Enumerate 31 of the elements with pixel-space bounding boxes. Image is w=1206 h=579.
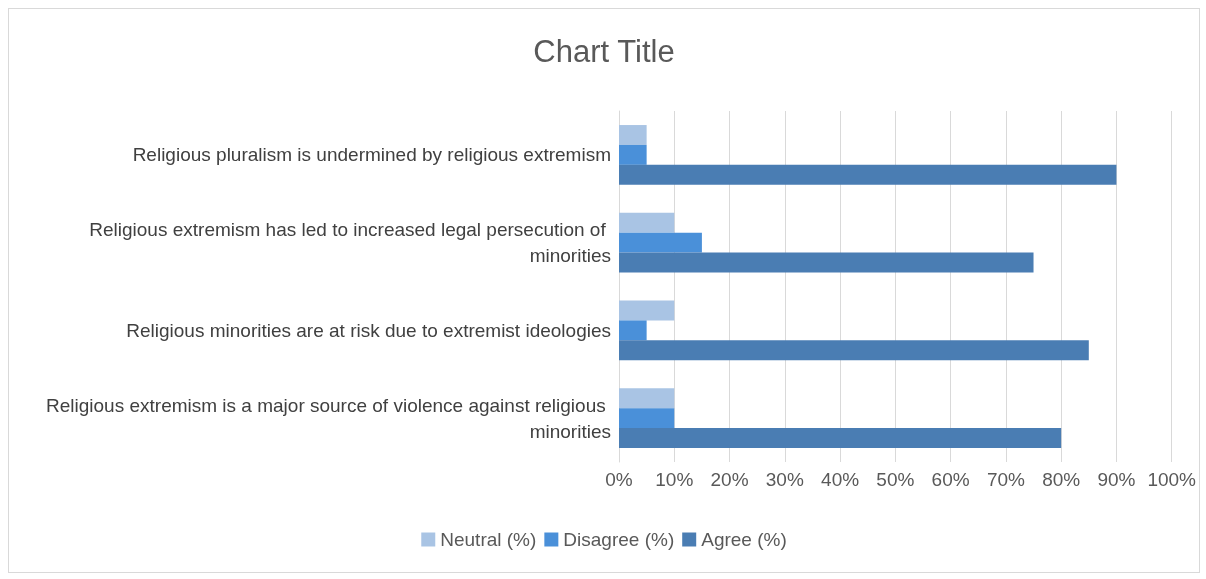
bar — [619, 320, 647, 341]
y-tick-label: Religious pluralism is undermined by religious extremism — [132, 144, 611, 166]
x-tick-label: 10% — [655, 469, 694, 490]
y-tick-label: Religious extremism is a major source of violence against religious minorities — [46, 394, 611, 442]
bar — [619, 164, 1117, 185]
bar — [619, 408, 675, 429]
bar — [619, 212, 675, 233]
bar — [619, 340, 1089, 361]
chart-title: Chart Title — [533, 34, 675, 69]
x-tick-label: 20% — [710, 469, 749, 490]
x-tick-label: 0% — [605, 469, 633, 490]
bar — [619, 428, 1062, 448]
bar — [619, 144, 647, 165]
bar — [619, 300, 675, 321]
legend-label: Neutral (%) — [440, 529, 537, 550]
y-tick-label: Religious extremism has led to increased legal persecution of minorities — [89, 219, 611, 267]
bar — [619, 388, 675, 409]
x-tick-label: 80% — [1042, 469, 1081, 490]
bar — [619, 125, 647, 145]
x-tick-label: 50% — [876, 469, 915, 490]
bar — [619, 232, 702, 253]
x-tick-label: 100% — [1147, 469, 1197, 490]
x-tick-label: 30% — [765, 469, 804, 490]
x-tick-label: 70% — [986, 469, 1026, 490]
bar — [619, 252, 1034, 273]
legend-label: Agree (%) — [701, 529, 787, 550]
legend-label: Disagree (%) — [563, 529, 675, 550]
x-tick-label: 60% — [931, 469, 970, 490]
x-tick-label: 90% — [1097, 469, 1136, 490]
y-tick-label: Religious minorities are at risk due to extremist ideologies — [126, 319, 611, 341]
x-tick-label: 40% — [821, 469, 860, 490]
